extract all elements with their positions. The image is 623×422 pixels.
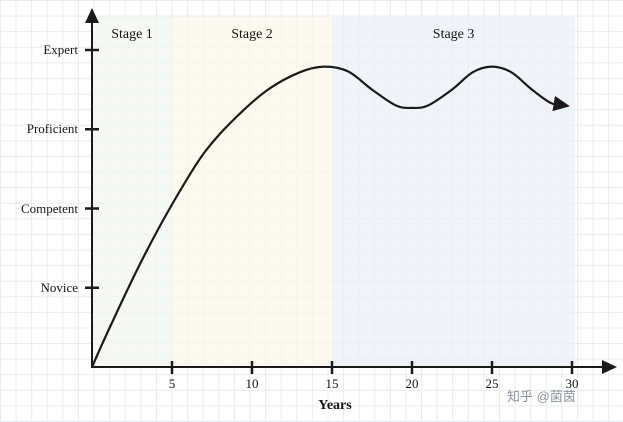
watermark: 知乎 @菌茵	[507, 389, 576, 404]
skill-growth-curve	[90, 65, 570, 369]
stage-region-1	[92, 16, 172, 367]
stage-region-3	[332, 16, 576, 367]
stage-region-2	[172, 16, 332, 367]
x-axis-title: Years	[318, 398, 352, 413]
